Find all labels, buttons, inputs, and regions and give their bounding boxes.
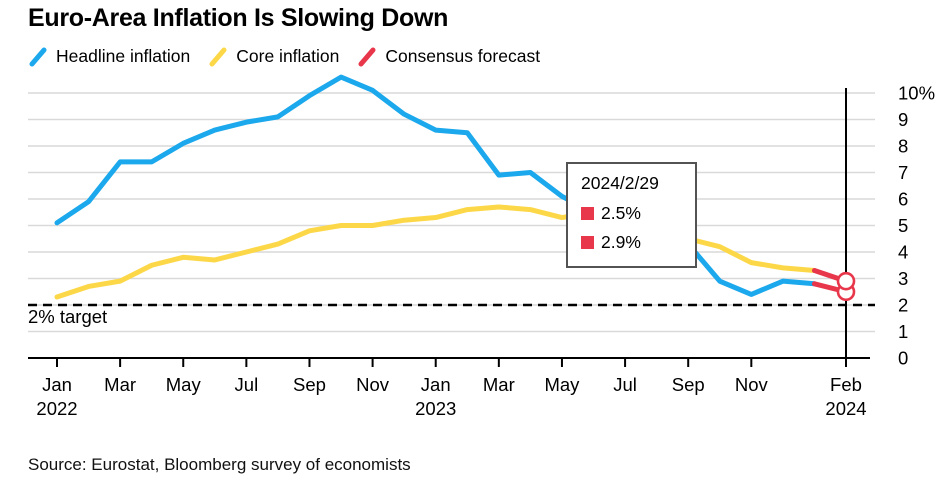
- tooltip-value-headline: 2.5%: [601, 203, 641, 223]
- x-tick-label: May: [544, 374, 580, 395]
- tooltip-date: 2024/2/29: [581, 173, 659, 193]
- y-tick-label: 5: [898, 215, 908, 236]
- y-tick-label: 10%: [898, 83, 935, 104]
- legend-label-forecast: Consensus forecast: [385, 46, 541, 66]
- red-square-icon: [581, 207, 594, 220]
- y-tick-label: 4: [898, 242, 908, 263]
- core-slash-icon: [209, 47, 227, 66]
- x-tick-label: Jul: [613, 374, 637, 395]
- x-tick-label: Mar: [483, 374, 515, 395]
- x-tick-label: Mar: [104, 374, 136, 395]
- target-line-label: 2% target: [28, 306, 108, 327]
- tooltip-row-headline: 2.5%: [581, 203, 689, 224]
- x-tick-label: Nov: [735, 374, 769, 395]
- x-tick-label: Sep: [293, 374, 326, 395]
- x-tick-label: Sep: [672, 374, 705, 395]
- x-tick-label: Jul: [235, 374, 259, 395]
- page-title: Euro-Area Inflation Is Slowing Down: [28, 4, 449, 32]
- legend-label-core: Core inflation: [236, 46, 340, 66]
- legend: Headline inflation Core inflation Consen…: [28, 46, 540, 67]
- red-square-icon: [581, 236, 594, 249]
- x-tick-year-label: 2024: [825, 398, 866, 419]
- y-tick-label: 3: [898, 268, 908, 289]
- y-tick-label: 9: [898, 109, 908, 130]
- x-tick-year-label: 2022: [36, 398, 77, 419]
- x-tick-label: Feb: [830, 374, 862, 395]
- legend-item-headline: Headline inflation: [28, 46, 190, 67]
- tooltip-value-core: 2.9%: [601, 232, 641, 252]
- forecast-endpoint-circle: [836, 271, 856, 291]
- headline-slash-icon: [29, 47, 47, 66]
- tooltip-row-core: 2.9%: [581, 232, 689, 253]
- y-tick-label: 7: [898, 162, 908, 183]
- legend-item-forecast: Consensus forecast: [357, 46, 540, 67]
- y-tick-label: 6: [898, 189, 908, 210]
- x-tick-label: Jan: [42, 374, 72, 395]
- y-tick-label: 2: [898, 295, 908, 316]
- legend-label-headline: Headline inflation: [56, 46, 191, 66]
- y-tick-label: 0: [898, 348, 908, 369]
- x-tick-year-label: 2023: [415, 398, 456, 419]
- x-tick-label: Jan: [421, 374, 451, 395]
- y-tick-label: 8: [898, 136, 908, 157]
- x-tick-label: Nov: [356, 374, 390, 395]
- x-tick-label: May: [166, 374, 202, 395]
- source-note: Source: Eurostat, Bloomberg survey of ec…: [28, 455, 411, 474]
- forecast-tooltip: 2024/2/29 2.5% 2.9%: [566, 162, 697, 268]
- forecast-slash-icon: [358, 47, 376, 66]
- y-tick-label: 1: [898, 321, 908, 342]
- legend-item-core: Core inflation: [208, 46, 339, 67]
